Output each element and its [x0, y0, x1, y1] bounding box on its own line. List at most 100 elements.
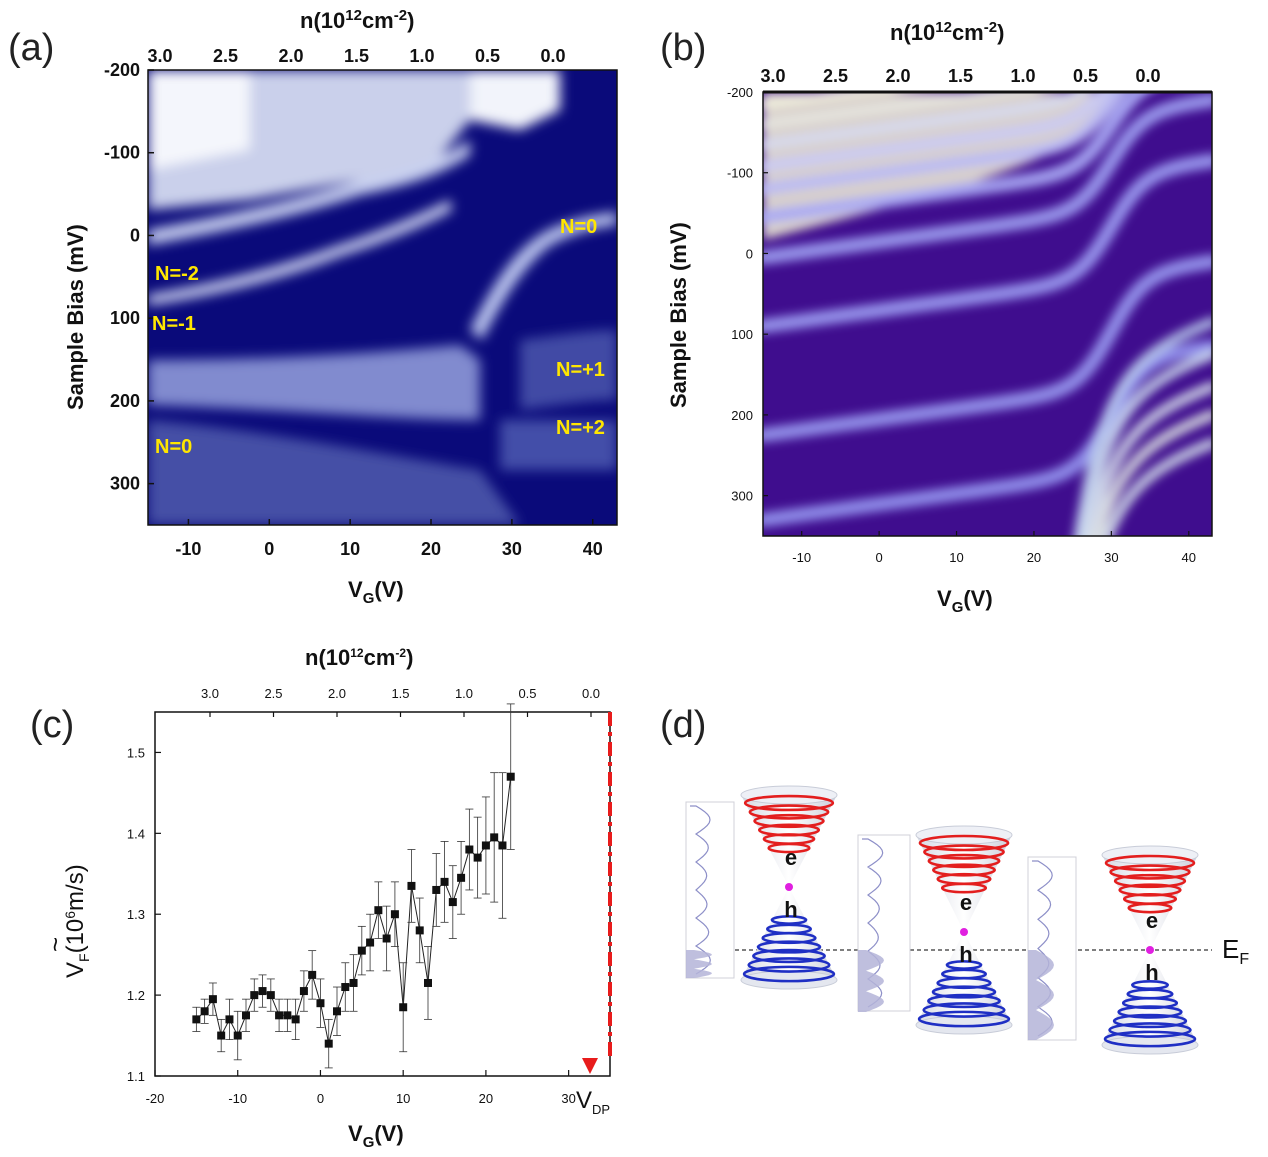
- panel-b-y-tick-label: 200: [731, 408, 753, 423]
- fermi-label: EF: [1222, 934, 1249, 968]
- panel-a-top-axis-title: n(1012cm-2): [300, 7, 414, 33]
- panel-a-top-tick-label: 3.0: [147, 46, 172, 66]
- data-point: [415, 926, 424, 935]
- dirac-point: [785, 883, 793, 891]
- electron-landau-level: [923, 844, 1005, 860]
- data-point: [432, 885, 441, 894]
- data-point: [341, 983, 350, 992]
- hole-landau-level: [770, 915, 808, 925]
- panel-c-x-tick-label: 20: [479, 1091, 493, 1106]
- electron-landau-level: [1113, 873, 1187, 889]
- dos-filled: [1028, 950, 1054, 1040]
- panel-a-top-tick-label: 0.5: [475, 46, 500, 66]
- panel-c-top-ticks: 3.0 2.5 2.0 1.5 1.0 0.5 0.0: [201, 686, 600, 717]
- panel-a-y-tick-label: 200: [110, 391, 140, 411]
- panel-c-x-tick-label: -20: [146, 1091, 165, 1106]
- dos-box: [685, 801, 735, 979]
- data-point: [283, 1011, 292, 1020]
- panel-a-top-tick-label: 2.5: [213, 46, 238, 66]
- data-point: [333, 1007, 341, 1016]
- electron-landau-level: [1109, 864, 1191, 880]
- data-point: [465, 845, 474, 854]
- data-point: [299, 987, 308, 996]
- dos-curve: [690, 805, 711, 975]
- panel-a-x-tick-label: 0: [264, 539, 274, 559]
- panel-c-top-tick-label: 0.0: [582, 686, 600, 701]
- panel-c-y-tick-label: 1.4: [127, 826, 145, 841]
- electron-label: e: [960, 890, 972, 915]
- panel-a-y-ticks: -200 -100 0 100 200 300: [104, 60, 154, 494]
- panel-c-top-tick-label: 1.5: [391, 686, 409, 701]
- hole-landau-level: [945, 960, 983, 970]
- electron-landau-level: [918, 834, 1010, 852]
- hole-landau-level: [917, 1010, 1011, 1028]
- data-point: [473, 853, 482, 862]
- panel-b-y-tick-label: 300: [731, 489, 753, 504]
- hole-landau-level: [927, 993, 1001, 1009]
- panel-c-label: (c): [30, 704, 74, 746]
- hole-landau-level: [1108, 1022, 1192, 1038]
- panel-c-x-title: VG(V): [348, 1121, 404, 1151]
- dirac-cone-1: eh: [685, 785, 838, 990]
- data-point: [200, 1007, 209, 1016]
- panel-b-x-ticks: -10 0 10 20 30 40: [792, 531, 1196, 565]
- data-point: [242, 1011, 250, 1020]
- panel-c-top-tick-label: 2.5: [264, 686, 282, 701]
- data-point: [266, 991, 275, 1000]
- vdp-label: VDP: [576, 1087, 610, 1117]
- electron-label: e: [785, 845, 797, 870]
- panel-b-x-tick-label: 10: [949, 550, 963, 565]
- electron-landau-level: [748, 804, 830, 820]
- panel-a-top-tick-label: 1.5: [344, 46, 369, 66]
- level-label-n0-left: N=0: [155, 436, 192, 458]
- panel-c-y-ticks: 1.1 1.2 1.3 1.4 1.5: [127, 745, 161, 1084]
- panel-b-y-ticks: -200 -100 0 100 200 300: [727, 85, 768, 504]
- panel-b-top-axis-title: n(1012cm-2): [890, 19, 1004, 45]
- data-point: [448, 898, 457, 907]
- electron-landau-level: [767, 842, 811, 854]
- panel-c-frame: [154, 711, 611, 1077]
- data-point: [192, 1015, 201, 1024]
- panel-b-top-tick-label: 1.0: [1010, 66, 1035, 86]
- hole-landau-level: [1112, 1013, 1188, 1029]
- panel-a-x-tick-label: 10: [340, 539, 360, 559]
- dirac-cone-3: eh: [1027, 845, 1199, 1055]
- panel-b-y-title: Sample Bias (mV): [666, 222, 691, 408]
- electron-landau-level: [927, 853, 1001, 869]
- level-label-n-2: N=-2: [155, 263, 199, 285]
- data-point: [490, 833, 499, 842]
- electron-landau-level: [743, 794, 835, 812]
- data-point: [349, 978, 358, 987]
- dos-filled: [686, 950, 712, 978]
- electron-landau-level: [1127, 902, 1173, 914]
- panel-b-label: (b): [660, 27, 706, 69]
- panel-c-y-tick-label: 1.1: [127, 1069, 145, 1084]
- panel-a-label: (a): [8, 27, 54, 69]
- data-point: [374, 906, 383, 915]
- panel-c-top-tick-label: 0.5: [518, 686, 536, 701]
- panel-c-top-axis-title: n(1012cm-2): [305, 645, 413, 670]
- hole-landau-level: [752, 948, 826, 964]
- dirac-point: [960, 928, 968, 936]
- panel-c-y-tilde: ~: [40, 937, 70, 952]
- panel-b-top-tick-label: 3.0: [760, 66, 785, 86]
- dirac-cone-2: eh: [857, 825, 1013, 1035]
- electron-landau-level: [940, 882, 988, 894]
- panel-a-x-tick-label: 30: [502, 539, 522, 559]
- panel-b-top-ticks: 3.0 2.5 2.0 1.5 1.0 0.5 0.0: [760, 66, 1160, 86]
- hole-label: h: [1145, 960, 1158, 985]
- panel-b-y-tick-label: 100: [731, 327, 753, 342]
- panel-c-top-tick-label: 1.0: [455, 686, 473, 701]
- panel-b-top-tick-label: 2.5: [823, 66, 848, 86]
- panel-b-y-tick-label: -100: [727, 166, 753, 181]
- panel-a-x-title: VG(V): [348, 577, 404, 607]
- panel-c-series: [192, 703, 515, 1069]
- data-point: [291, 1015, 300, 1024]
- panel-a-x-tick-label: -10: [175, 539, 201, 559]
- panel-a-y-title: Sample Bias (mV): [63, 224, 88, 410]
- data-point: [275, 1011, 284, 1020]
- panel-a: (a) n(1012cm-2) 3.0 2.5 2.0 1.5 1.0 0.5 0.0: [8, 7, 618, 607]
- data-point: [399, 1003, 408, 1012]
- hole-landau-level: [1131, 979, 1169, 991]
- data-point: [424, 978, 432, 987]
